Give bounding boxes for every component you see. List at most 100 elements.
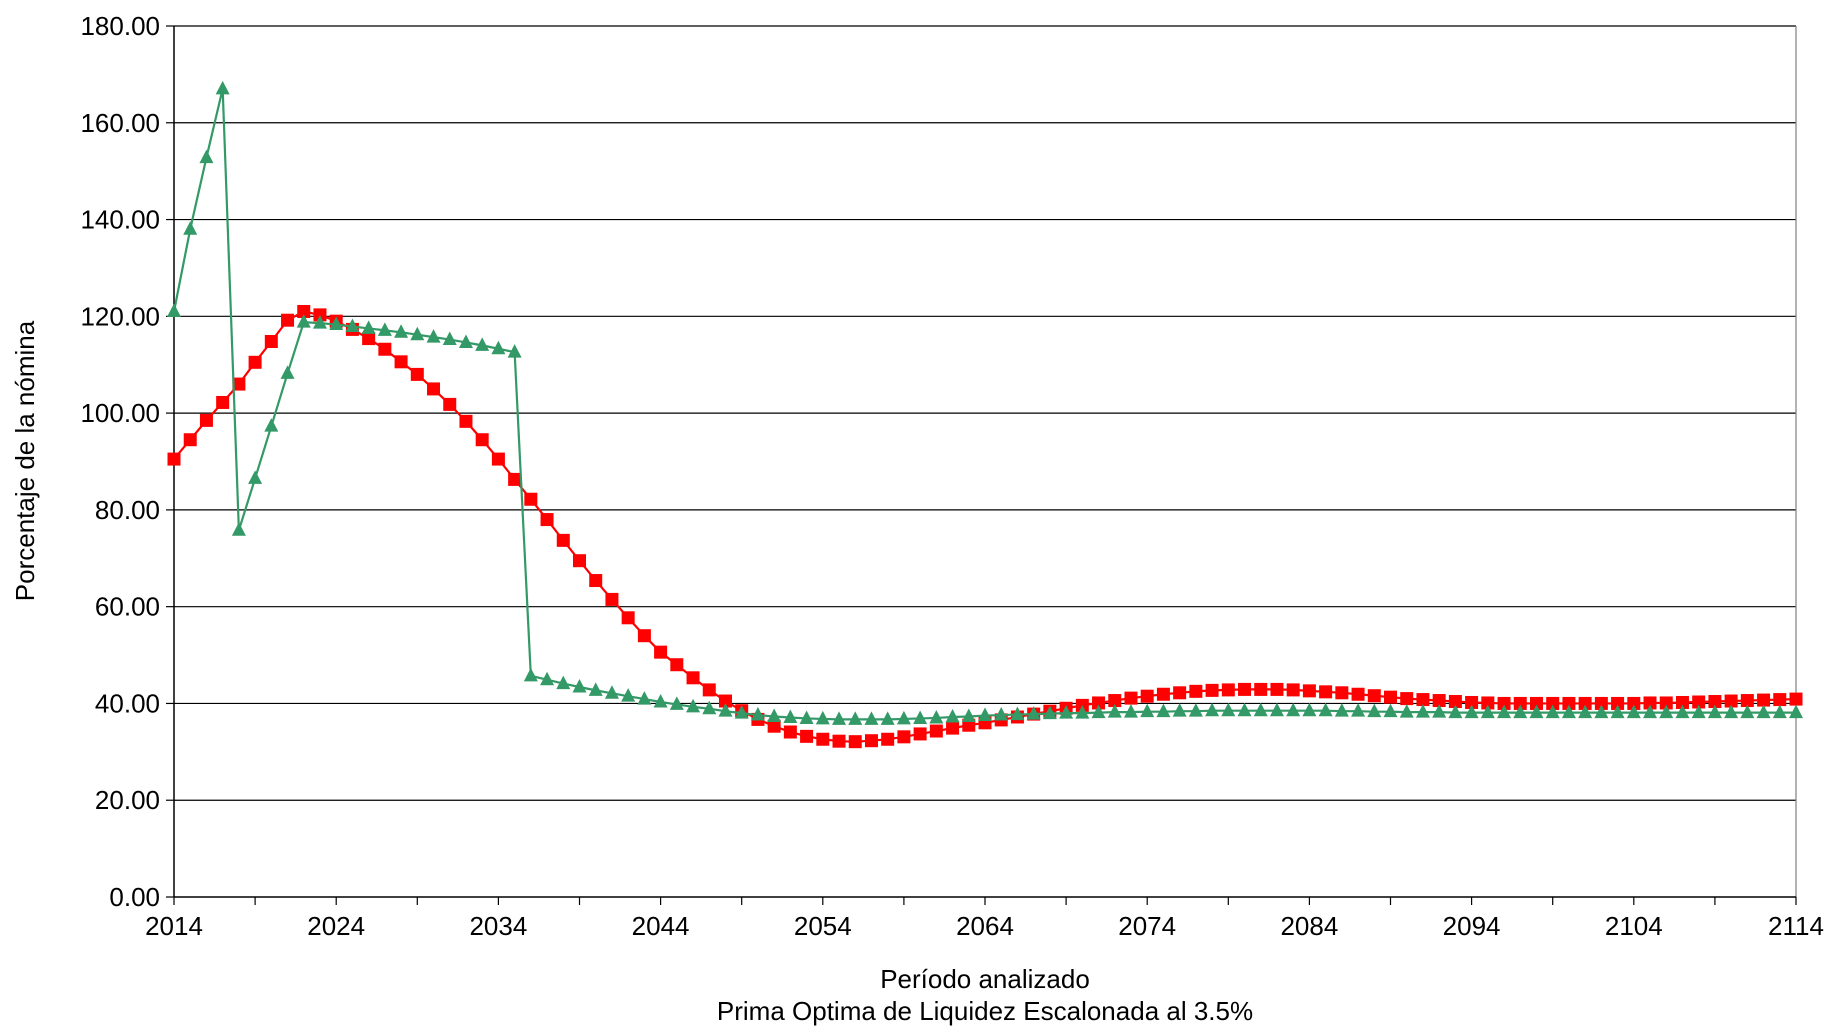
y-tick-label: 60.00 [95, 592, 160, 622]
data-point-triangle [1724, 704, 1739, 719]
data-point-triangle [686, 698, 701, 713]
data-point-square [1221, 683, 1235, 697]
data-point-triangle [1205, 702, 1220, 717]
data-point-triangle [1561, 704, 1576, 719]
data-point-square [1562, 696, 1576, 710]
data-point-triangle [345, 318, 360, 332]
data-point-triangle [312, 315, 327, 329]
x-tick-label: 2084 [1280, 911, 1338, 941]
data-point-square [1319, 685, 1333, 699]
data-point-square [848, 735, 862, 749]
data-point-square [1432, 694, 1446, 708]
data-point-triangle [572, 678, 587, 693]
y-tick-label: 0.00 [109, 882, 160, 912]
data-point-triangle [1221, 702, 1236, 717]
data-point-square [313, 308, 327, 322]
data-point-square [1465, 695, 1479, 709]
data-point-triangle [1448, 704, 1463, 719]
data-point-square [1384, 690, 1397, 704]
data-point-triangle [507, 344, 522, 358]
data-point-triangle [1042, 705, 1057, 720]
y-tick-label: 20.00 [95, 785, 160, 815]
x-tick-label: 2014 [145, 911, 203, 941]
data-point-triangle [1432, 704, 1447, 718]
data-point-triangle [653, 693, 668, 708]
x-tick-label: 2034 [469, 911, 527, 941]
data-point-square [1708, 695, 1722, 709]
data-point-triangle [183, 221, 198, 235]
data-point-triangle [167, 303, 181, 317]
x-tick-label: 2094 [1443, 911, 1501, 941]
data-point-square [1675, 695, 1689, 709]
data-point-square [1092, 696, 1106, 710]
data-point-triangle [783, 709, 798, 723]
y-tick-label: 180.00 [80, 11, 160, 41]
data-point-square [556, 533, 570, 547]
x-tick-label: 2054 [794, 911, 852, 941]
data-point-square [1124, 691, 1138, 705]
data-point-triangle [604, 685, 619, 699]
data-point-square [1659, 696, 1673, 710]
data-point-square [443, 397, 457, 411]
data-point-triangle [1107, 704, 1122, 718]
data-point-square [1578, 696, 1592, 710]
data-point-square [1335, 686, 1349, 700]
data-point-triangle [767, 708, 782, 723]
data-point-triangle [523, 667, 538, 682]
data-point-triangle [458, 334, 473, 348]
data-point-triangle [296, 314, 311, 328]
data-point-triangle [1286, 702, 1301, 717]
data-point-square [1497, 696, 1511, 710]
data-point-square [670, 658, 684, 672]
data-point-triangle [199, 149, 214, 164]
data-point-triangle [1172, 703, 1187, 717]
data-point-triangle [1626, 704, 1641, 719]
data-point-square [1108, 694, 1122, 708]
data-point-square [573, 554, 586, 568]
data-point-triangle [588, 682, 603, 696]
data-point-triangle [1529, 704, 1544, 719]
data-point-square [783, 725, 797, 739]
y-tick-label: 40.00 [95, 688, 160, 718]
data-point-triangle [750, 707, 765, 721]
data-point-square [264, 334, 278, 348]
x-axis-title: Período analizado [880, 964, 1090, 994]
data-point-square [1351, 687, 1365, 701]
x-tick-label: 2104 [1605, 911, 1663, 941]
x-tick-label: 2074 [1118, 911, 1176, 941]
data-point-square [248, 355, 262, 369]
data-point-triangle [718, 703, 733, 717]
data-point-triangle [1480, 704, 1495, 719]
data-point-square [1481, 696, 1495, 710]
data-point-triangle [896, 710, 911, 725]
data-point-square [1238, 682, 1252, 696]
data-point-triangle [1188, 703, 1203, 717]
data-point-triangle [231, 522, 246, 536]
data-point-triangle [1740, 704, 1755, 719]
data-point-triangle [410, 326, 425, 341]
data-point-triangle [329, 316, 344, 331]
data-point-square [1757, 693, 1771, 707]
tick-labels: 0.00 20.00 40.00 60.00 80.00 100.00 120.00 140.… [80, 11, 1823, 941]
series-square [167, 304, 1803, 749]
x-tick-label: 2114 [1768, 911, 1824, 941]
x-tick-label: 2044 [632, 911, 690, 941]
y-axis-title: Porcentaje de la nómina [10, 320, 40, 601]
series-layer [167, 80, 1803, 749]
data-point-triangle [1269, 702, 1284, 717]
data-point-triangle [1026, 706, 1041, 720]
data-point-triangle [1367, 703, 1382, 718]
data-point-triangle [280, 365, 295, 379]
data-point-triangle [1756, 704, 1771, 719]
data-point-triangle [1464, 704, 1479, 719]
data-point-square [832, 734, 846, 748]
data-point-triangle [361, 320, 376, 334]
data-point-triangle [913, 710, 928, 724]
data-point-square [1254, 682, 1268, 696]
data-point-square [589, 574, 603, 588]
data-point-square [1513, 696, 1527, 710]
data-point-triangle [637, 691, 652, 705]
data-point-triangle [961, 708, 976, 723]
data-point-square [1448, 695, 1462, 709]
data-point-square [281, 313, 295, 327]
